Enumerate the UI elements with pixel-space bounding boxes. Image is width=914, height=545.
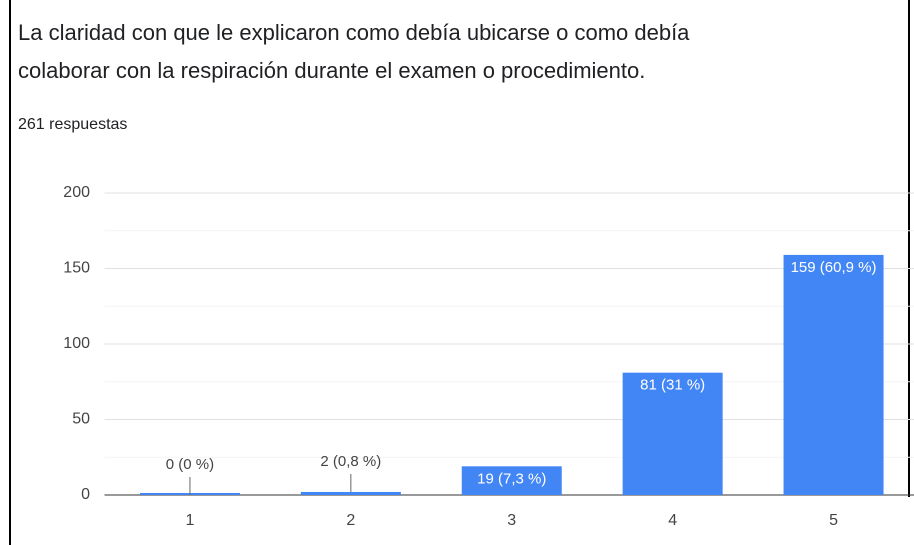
bar bbox=[783, 254, 884, 495]
bar bbox=[622, 372, 723, 495]
y-tick-label: 200 bbox=[63, 184, 90, 201]
y-tick-label: 50 bbox=[72, 411, 90, 428]
x-tick-label: 1 bbox=[185, 512, 194, 529]
bar bbox=[461, 466, 562, 495]
data-label: 2 (0,8 %) bbox=[320, 453, 381, 470]
chart-subtitle: 261 respuestas bbox=[18, 116, 127, 133]
x-tick-label: 3 bbox=[507, 512, 516, 529]
y-tick-label: 100 bbox=[63, 335, 90, 352]
data-label: 159 (60,9 %) bbox=[791, 259, 877, 276]
x-tick-label: 5 bbox=[829, 512, 838, 529]
y-tick-label: 150 bbox=[63, 260, 90, 277]
data-label: 19 (7,3 %) bbox=[477, 470, 546, 487]
x-tick-label: 4 bbox=[668, 512, 677, 529]
chart-title: La claridad con que le explicaron como d… bbox=[18, 20, 690, 83]
data-label: 81 (31 %) bbox=[640, 377, 705, 394]
bar bbox=[300, 491, 401, 495]
title-box: La claridad con que le explicaron como d… bbox=[18, 20, 690, 83]
data-label: 0 (0 %) bbox=[166, 456, 214, 473]
y-tick-label: 0 bbox=[81, 486, 90, 503]
x-tick-label: 2 bbox=[346, 512, 355, 529]
